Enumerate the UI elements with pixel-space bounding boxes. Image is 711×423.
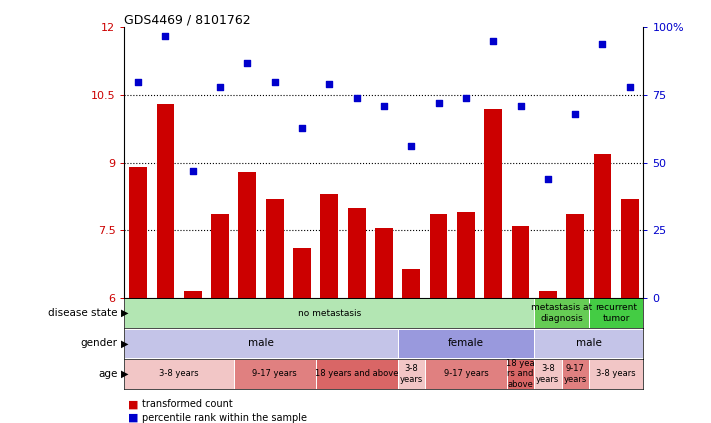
Point	[488, 38, 499, 44]
Text: age: age	[98, 369, 117, 379]
Bar	[589, 359, 643, 389]
Text: percentile rank within the sample: percentile rank within the sample	[142, 413, 307, 423]
Point	[378, 102, 390, 109]
Point	[433, 100, 444, 107]
Bar	[539, 291, 557, 298]
Point	[214, 84, 225, 91]
Point	[515, 102, 526, 109]
Text: ▶: ▶	[121, 308, 129, 318]
Bar	[484, 109, 502, 298]
Text: male: male	[576, 338, 602, 349]
Bar	[457, 212, 475, 298]
Bar	[566, 214, 584, 298]
Text: ■: ■	[128, 399, 139, 409]
Text: female: female	[448, 338, 484, 349]
Text: GDS4469 / 8101762: GDS4469 / 8101762	[124, 14, 251, 26]
Point	[460, 94, 471, 101]
Bar	[156, 104, 174, 298]
Bar	[124, 298, 534, 328]
Text: 18 years and above: 18 years and above	[315, 369, 398, 379]
Point	[597, 40, 608, 47]
Bar	[129, 167, 147, 298]
Bar	[507, 359, 534, 389]
Text: recurrent
tumor: recurrent tumor	[595, 303, 637, 323]
Point	[351, 94, 363, 101]
Text: ■: ■	[128, 413, 139, 423]
Bar	[234, 359, 316, 389]
Bar	[589, 298, 643, 328]
Bar	[534, 359, 562, 389]
Point	[296, 124, 308, 131]
Bar	[621, 199, 638, 298]
Text: 9-17
years: 9-17 years	[564, 364, 587, 384]
Point	[160, 32, 171, 39]
Bar	[348, 208, 365, 298]
Bar	[266, 199, 284, 298]
Text: 9-17 years: 9-17 years	[444, 369, 488, 379]
Bar	[238, 172, 256, 298]
Point	[187, 168, 198, 174]
Bar	[534, 298, 589, 328]
Text: male: male	[248, 338, 274, 349]
Text: ▶: ▶	[121, 369, 129, 379]
Bar	[534, 329, 643, 358]
Point	[324, 81, 335, 88]
Bar	[124, 359, 234, 389]
Text: 18 yea
rs and
above: 18 yea rs and above	[506, 359, 535, 389]
Point	[269, 78, 280, 85]
Bar	[375, 228, 392, 298]
Point	[405, 143, 417, 150]
Point	[132, 78, 144, 85]
Text: disease state: disease state	[48, 308, 117, 318]
Text: gender: gender	[80, 338, 117, 349]
Bar	[425, 359, 507, 389]
Text: 3-8
years: 3-8 years	[400, 364, 423, 384]
Point	[242, 59, 253, 66]
Bar	[402, 269, 420, 298]
Point	[542, 176, 554, 182]
Bar	[429, 214, 447, 298]
Bar	[594, 154, 611, 298]
Text: transformed count: transformed count	[142, 399, 233, 409]
Point	[570, 110, 581, 117]
Text: 3-8 years: 3-8 years	[597, 369, 636, 379]
Text: ▶: ▶	[121, 338, 129, 349]
Bar	[184, 291, 202, 298]
Bar	[397, 329, 534, 358]
Bar	[562, 359, 589, 389]
Bar	[512, 226, 530, 298]
Text: 9-17 years: 9-17 years	[252, 369, 297, 379]
Point	[624, 84, 636, 91]
Bar	[293, 248, 311, 298]
Text: 3-8
years: 3-8 years	[536, 364, 560, 384]
Text: 3-8 years: 3-8 years	[159, 369, 199, 379]
Bar	[397, 359, 425, 389]
Bar	[316, 359, 397, 389]
Text: metastasis at
diagnosis: metastasis at diagnosis	[531, 303, 592, 323]
Bar	[211, 214, 229, 298]
Text: no metastasis: no metastasis	[298, 308, 361, 318]
Bar	[124, 329, 397, 358]
Bar	[321, 194, 338, 298]
